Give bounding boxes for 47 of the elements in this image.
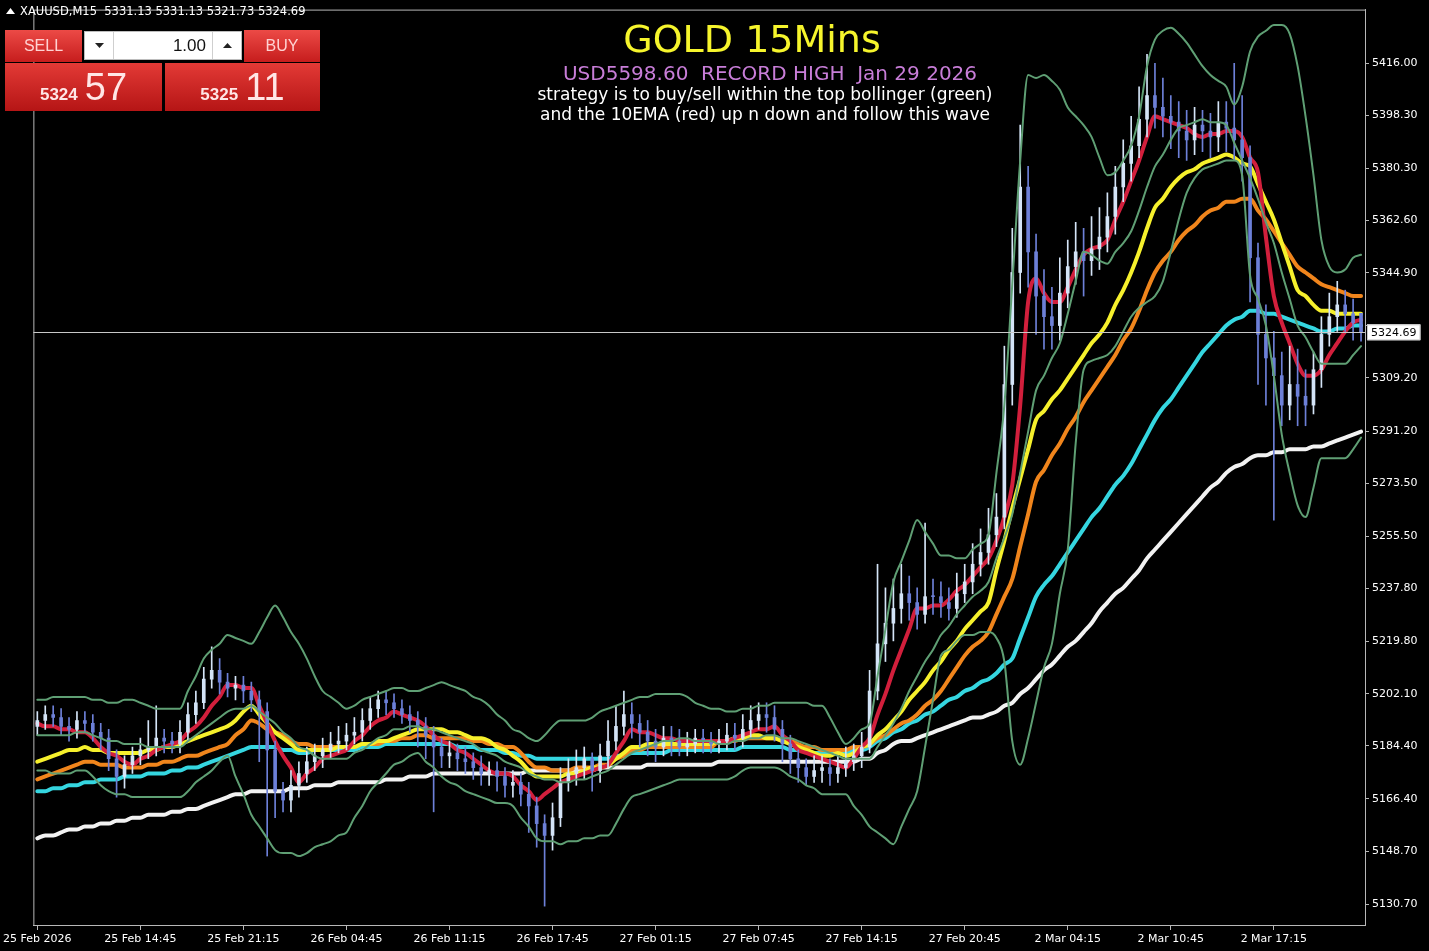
x-tick-label: 27 Feb 07:45	[722, 932, 795, 946]
text: USD5598.60 RECORD HIGH Jan 29 2026	[562, 61, 978, 85]
x-tick-label: 2 Mar 10:45	[1137, 932, 1205, 946]
lot-size-field: 1.00	[84, 31, 242, 60]
annotation: 5325	[200, 85, 239, 105]
x-tick-label: 2 Mar 17:15	[1240, 932, 1308, 946]
annotation: 57	[84, 66, 128, 108]
y-tick-label: 5362.60	[1372, 213, 1418, 227]
x-tick-label: 26 Feb 04:45	[310, 932, 383, 946]
y-tick-label: 5202.10	[1372, 686, 1418, 700]
buy-price-button: 5325 11	[165, 63, 320, 111]
annotation: BUY	[265, 37, 299, 55]
x-tick-label: 25 Feb 14:45	[104, 932, 177, 946]
annotation: 1.00	[172, 35, 206, 56]
y-tick-label: 5380.30	[1372, 161, 1418, 175]
x-tick-label: 26 Feb 17:45	[516, 932, 589, 946]
sell-price-button: 5324 57	[5, 63, 162, 111]
y-tick-label: 5166.40	[1372, 791, 1418, 805]
buy-button: BUY	[244, 30, 320, 62]
sell-button: SELL	[5, 30, 82, 62]
y-tick-label: 5273.50	[1372, 476, 1418, 490]
y-tick-label: 5309.20	[1372, 370, 1418, 384]
x-tick-label: 26 Feb 11:15	[413, 932, 486, 946]
y-tick-label: 5344.90	[1372, 265, 1418, 279]
y-tick-label: 5130.70	[1372, 896, 1418, 910]
x-tick-label: 27 Feb 20:45	[928, 932, 1001, 946]
annotation: 11	[245, 66, 285, 108]
y-tick-label: 5291.20	[1372, 423, 1418, 437]
y-tick-label: 5184.40	[1372, 738, 1418, 752]
x-tick-label: 27 Feb 01:15	[619, 932, 692, 946]
x-tick-label: 25 Feb 2026	[3, 932, 72, 946]
x-tick-label: 2 Mar 04:15	[1034, 932, 1101, 946]
x-tick-label: 27 Feb 14:15	[825, 932, 898, 946]
annotation: 5324	[39, 85, 78, 105]
x-tick-label: 25 Feb 21:15	[207, 932, 280, 946]
annotation: strategy is to buy/sell within the top bollinger (green)	[537, 84, 993, 104]
y-tick-label: 5237.80	[1372, 581, 1418, 595]
y-tick-label: 5416.00	[1372, 56, 1418, 70]
y-tick-label: 5219.80	[1372, 634, 1418, 648]
annotation: XAUUSD,M15 5331.13 5331.13 5321.73 5324.69	[20, 4, 306, 18]
y-tick-label: 5148.70	[1372, 843, 1418, 857]
annotation: SELL	[23, 37, 64, 55]
y-tick-label: 5255.50	[1372, 529, 1418, 543]
ref-line-label: 5324.69	[1371, 325, 1417, 339]
y-tick-label: 5398.30	[1372, 108, 1418, 122]
chart-title: GOLD 15Mins	[623, 17, 881, 61]
annotation: and the 10EMA (red) up n down and follow this wave	[540, 104, 990, 124]
